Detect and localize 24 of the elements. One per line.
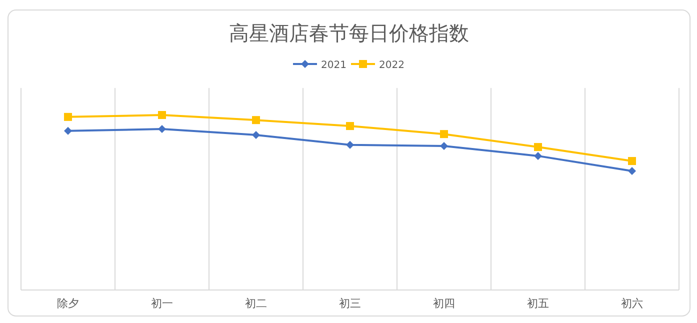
x-tick-label: 初三 xyxy=(339,297,361,310)
point xyxy=(440,130,448,138)
x-tick-label: 除夕 xyxy=(57,297,79,310)
x-tick-label: 初五 xyxy=(527,297,549,310)
point xyxy=(158,125,166,133)
point xyxy=(440,142,448,150)
x-tick-label: 初一 xyxy=(151,297,173,310)
point xyxy=(252,116,260,124)
point xyxy=(534,152,542,160)
point xyxy=(158,111,166,119)
point xyxy=(628,167,636,175)
point xyxy=(346,140,354,149)
legend-label: 2022 xyxy=(379,60,404,71)
point xyxy=(534,143,542,152)
x-tick-label: 初四 xyxy=(433,297,455,310)
point xyxy=(64,112,72,121)
x-tick-label: 初六 xyxy=(621,297,643,310)
legend-label: 2021 xyxy=(321,60,346,71)
point xyxy=(252,130,260,139)
point xyxy=(628,157,636,166)
point xyxy=(346,122,354,130)
point xyxy=(64,126,72,135)
x-tick-label: 初二 xyxy=(245,297,267,310)
chart-title: 高星酒店春节每日价格指数 xyxy=(229,21,469,45)
